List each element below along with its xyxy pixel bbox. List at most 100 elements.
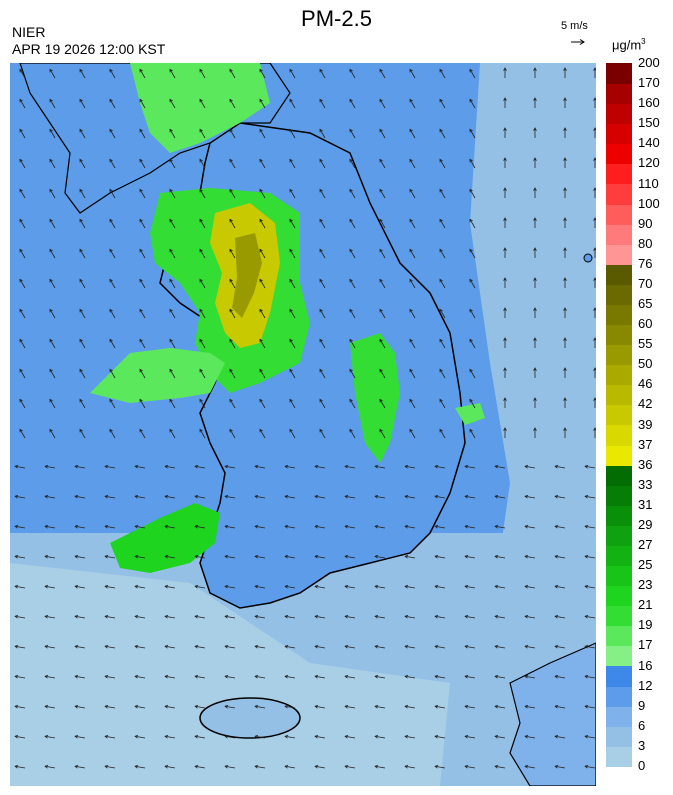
legend-swatch (606, 565, 632, 587)
wind-arrow-head (533, 127, 537, 131)
legend-swatch (606, 504, 632, 526)
wind-arrow-head (289, 308, 293, 313)
wind-arrow-head (593, 277, 596, 281)
wind-arrow (135, 615, 146, 619)
wind-arrow-head (19, 248, 23, 253)
wind-arrow (469, 309, 476, 319)
wind-arrow (345, 735, 356, 739)
wind-arrow-head (434, 464, 439, 469)
wind-arrow-head (494, 704, 499, 709)
wind-arrow-head (404, 524, 409, 529)
wind-arrow-head (14, 524, 19, 529)
wind-arrow (139, 159, 146, 169)
wind-arrow-head (374, 554, 379, 559)
wind-arrow-head (199, 158, 203, 163)
wind-arrow-head (503, 67, 507, 71)
wind-arrow (555, 525, 566, 529)
wind-arrow-head (224, 464, 229, 469)
wind-arrow-head (169, 368, 173, 373)
wind-arrow-head (194, 464, 199, 469)
wind-arrow-head (259, 398, 263, 403)
wind-arrow (169, 249, 176, 259)
wind-arrow-head (289, 278, 293, 283)
wind-arrow-head (439, 158, 443, 163)
wind-arrow (375, 555, 386, 559)
jeju-island (199, 697, 301, 739)
wind-arrow (49, 249, 56, 259)
legend-swatch (606, 585, 632, 607)
wind-arrow-head (164, 644, 169, 649)
wind-arrow-head (593, 127, 596, 131)
wind-arrow-head (503, 307, 507, 311)
wind-arrow (439, 309, 446, 319)
wind-arrow-head (319, 68, 323, 73)
wind-arrow-head (533, 247, 537, 251)
wind-arrow (139, 369, 146, 379)
wind-arrow-head (19, 428, 23, 433)
wind-arrow-head (14, 734, 19, 739)
wind-arrow (555, 465, 566, 469)
wind-arrow-head (224, 524, 229, 529)
wind-arrow-head (104, 644, 109, 649)
wind-arrow (45, 525, 56, 529)
wind-arrow (585, 585, 596, 589)
wind-arrow-head (409, 188, 413, 193)
wind-arrow-head (79, 338, 83, 343)
wind-arrow-head (404, 674, 409, 679)
wind-arrow (259, 129, 266, 139)
wind-arrow (15, 765, 26, 769)
wind-arrow-head (374, 764, 379, 769)
wind-arrow (555, 765, 566, 769)
wind-arrow (15, 675, 26, 679)
legend-level-label: 150 (638, 115, 660, 131)
wind-arrow-head (379, 248, 383, 253)
wind-arrow (15, 495, 26, 499)
legend-level-label: 0 (638, 758, 646, 773)
wind-arrow-head (109, 338, 113, 343)
wind-arrow (319, 429, 326, 439)
wind-arrow-head (379, 278, 383, 283)
wind-arrow (49, 129, 56, 139)
wind-arrow (319, 309, 326, 319)
wind-arrow-head (74, 524, 79, 529)
wind-arrow-head (79, 368, 83, 373)
wind-arrow-head (284, 554, 289, 559)
wind-arrow (405, 765, 416, 769)
wind-arrow (349, 309, 356, 319)
legend-swatch (606, 243, 632, 265)
wind-arrow-head (404, 584, 409, 589)
wind-arrow-head (344, 734, 349, 739)
wind-arrow (525, 585, 536, 589)
wind-arrow (345, 645, 356, 649)
wind-arrow-head (169, 248, 173, 253)
pm-zone-north (130, 63, 270, 153)
wind-arrow-head (584, 734, 589, 739)
wind-arrow-head (319, 218, 323, 223)
legend-swatch (606, 444, 632, 466)
wind-arrow (105, 525, 116, 529)
wind-arrow-head (194, 674, 199, 679)
wind-arrow (109, 279, 116, 289)
wind-arrow-head (194, 764, 199, 769)
wind-arrow-head (464, 764, 469, 769)
wind-arrow (199, 159, 206, 169)
wind-arrow-head (554, 614, 559, 619)
wind-arrow-head (344, 644, 349, 649)
wind-arrow (109, 399, 116, 409)
wind-arrow-head (503, 247, 507, 251)
wind-arrow-head (439, 368, 443, 373)
wind-arrow-head (199, 398, 203, 403)
wind-arrow-head (344, 494, 349, 499)
wind-arrow-head (469, 98, 473, 103)
wind-arrow-head (19, 158, 23, 163)
legend-level-label: 140 (638, 135, 660, 151)
wind-arrow-head (44, 554, 49, 559)
wind-arrow-head (164, 584, 169, 589)
wind-arrow (345, 615, 356, 619)
wind-arrow (345, 675, 356, 679)
wind-arrow (349, 429, 356, 439)
wind-arrow (139, 279, 146, 289)
wind-arrow-head (229, 98, 233, 103)
wind-arrow-head (533, 67, 537, 71)
wind-arrow (495, 675, 506, 679)
